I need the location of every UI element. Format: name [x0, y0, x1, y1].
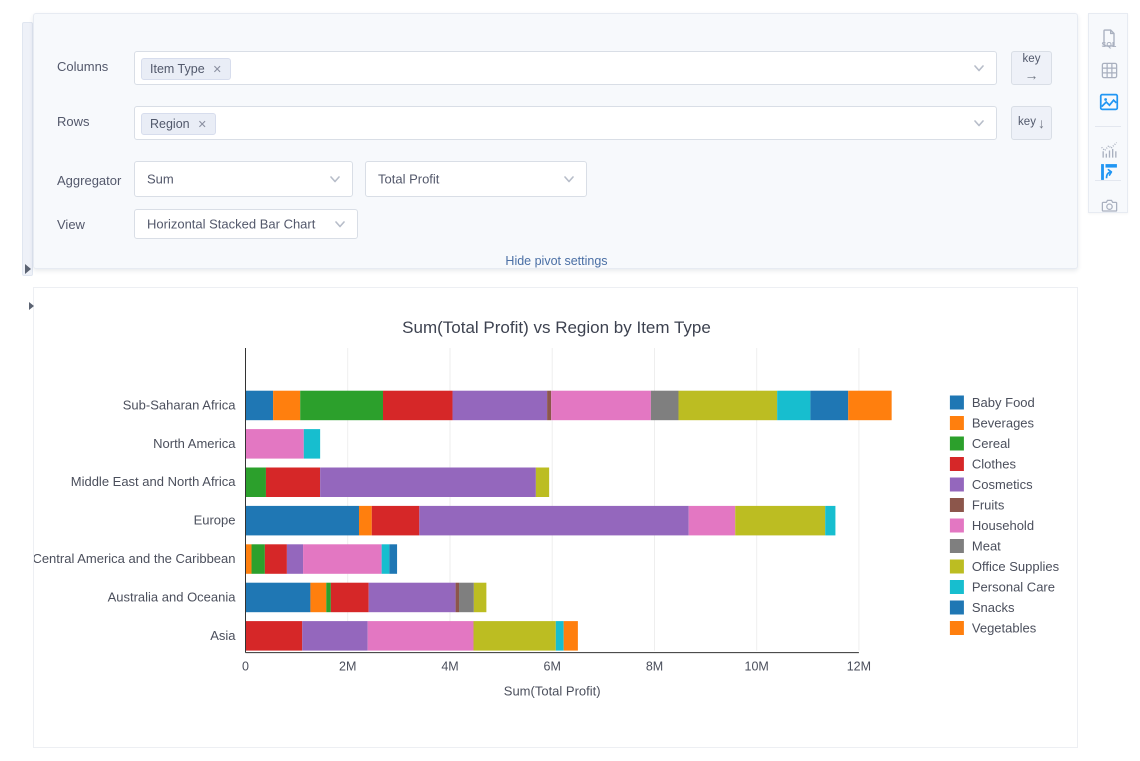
svg-text:Vegetables: Vegetables [972, 621, 1037, 636]
svg-text:Clothes: Clothes [972, 457, 1017, 472]
svg-text:Cereal: Cereal [972, 436, 1010, 451]
svg-text:Snacks: Snacks [972, 600, 1015, 615]
svg-text:Cosmetics: Cosmetics [972, 477, 1033, 492]
svg-text:Sub-Saharan Africa: Sub-Saharan Africa [123, 398, 237, 413]
svg-text:Central America and the Caribb: Central America and the Caribbean [34, 551, 236, 566]
svg-text:2M: 2M [339, 660, 356, 674]
svg-text:Europe: Europe [194, 513, 236, 528]
svg-text:12M: 12M [847, 660, 871, 674]
svg-text:4M: 4M [441, 660, 458, 674]
svg-text:Office Supplies: Office Supplies [972, 559, 1060, 574]
svg-text:Meat: Meat [972, 539, 1001, 554]
svg-text:Fruits: Fruits [972, 498, 1005, 513]
svg-text:Asia: Asia [210, 628, 236, 643]
svg-text:Personal Care: Personal Care [972, 580, 1055, 595]
svg-text:Sum(Total Profit): Sum(Total Profit) [504, 684, 601, 699]
svg-text:Australia and Oceania: Australia and Oceania [108, 589, 237, 604]
svg-text:8M: 8M [646, 660, 663, 674]
svg-text:Beverages: Beverages [972, 416, 1035, 431]
svg-text:Middle East and North Africa: Middle East and North Africa [71, 474, 237, 489]
svg-text:6M: 6M [544, 660, 561, 674]
svg-text:10M: 10M [745, 660, 769, 674]
svg-text:North America: North America [153, 436, 236, 451]
svg-text:Baby Food: Baby Food [972, 395, 1035, 410]
svg-text:0: 0 [242, 660, 249, 674]
svg-text:Household: Household [972, 518, 1034, 533]
